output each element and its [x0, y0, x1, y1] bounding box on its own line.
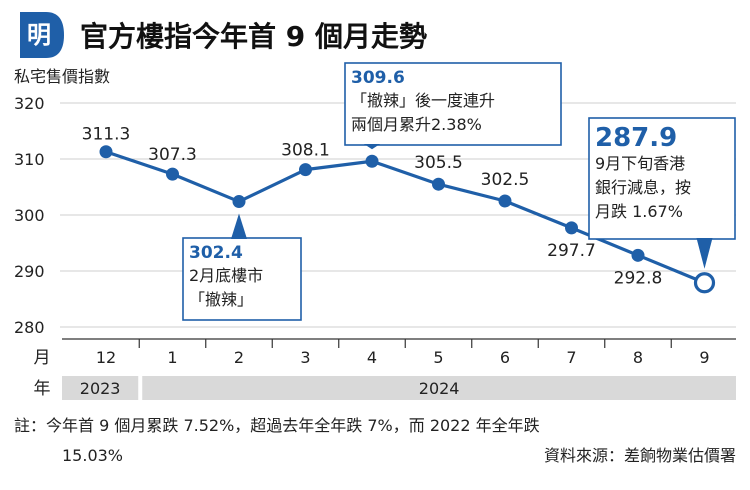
callout-text: 9月下旬香港: [595, 154, 685, 173]
data-label: 297.7: [547, 241, 596, 261]
data-point: [166, 167, 179, 181]
callout-value: 287.9: [595, 123, 677, 153]
header: 明 官方樓指今年首 9 個月走勢: [20, 12, 427, 58]
y-tick-label: 280: [14, 318, 45, 337]
x-tick-label: 7: [566, 348, 576, 367]
callout-value: 302.4: [189, 243, 243, 263]
year-label-2023: 2023: [80, 379, 121, 398]
callout-text: 「撤辣」: [189, 290, 253, 309]
callout-text: 兩個月累升2.38%: [351, 115, 482, 134]
x-tick-label: 3: [300, 348, 310, 367]
data-point: [565, 221, 578, 235]
footnote-line-1: 註：今年首 9 個月累跌 7.52%，超過去年全年跌 7%，而 2022 年全年…: [14, 416, 540, 435]
callout-box: [344, 62, 562, 146]
x-tick-label: 12: [96, 348, 116, 367]
callout-2: 302.4 2月底樓市「撤辣」: [182, 213, 302, 321]
year-band-2023: [62, 376, 139, 400]
data-point: [299, 163, 312, 177]
y-tick-label: 320: [14, 94, 45, 113]
year-row-title: 年: [34, 379, 51, 399]
footer: 註：今年首 9 個月累跌 7.52%，超過去年全年跌 7%，而 2022 年全年…: [14, 416, 736, 465]
callout-pointer: [231, 213, 247, 239]
data-label: 307.3: [148, 145, 197, 165]
data-label: 292.8: [614, 268, 663, 288]
callout-value: 309.6: [351, 68, 405, 88]
year-label-2024: 2024: [419, 379, 460, 398]
callout-box: [588, 117, 736, 240]
callout-pointer: [364, 144, 380, 150]
data-point: [432, 177, 445, 191]
x-tick-label: 8: [633, 348, 643, 367]
chart-title: 官方樓指今年首 9 個月走勢: [80, 20, 427, 53]
data-point: [631, 248, 645, 262]
callout-text: 「撤辣」後一度連升: [351, 91, 495, 110]
data-point: [498, 194, 512, 208]
x-tick-label: 5: [433, 348, 443, 367]
data-point: [365, 154, 379, 168]
x-tick-label: 4: [367, 348, 377, 367]
x-tick-label: 9: [699, 348, 709, 367]
callout-text: 月跌 1.67%: [595, 202, 683, 221]
x-axis-title: 月: [34, 348, 51, 368]
y-tick-label: 290: [14, 262, 45, 281]
callout-pointer: [696, 238, 713, 269]
footnote-line-2: 15.03%: [62, 446, 123, 465]
callout-text: 2月底樓市: [189, 266, 263, 285]
logo-badge: [20, 12, 64, 58]
callout-text: 銀行減息，按: [595, 178, 691, 197]
y-axis-title: 私宅售價指數: [14, 67, 110, 86]
data-point: [232, 195, 246, 209]
data-label: 302.5: [481, 170, 530, 190]
series-line: [105, 150, 706, 285]
data-point: [99, 145, 113, 159]
data-label: 305.5: [414, 153, 463, 173]
x-tick-label: 6: [500, 348, 510, 367]
logo-text: 明: [27, 21, 51, 49]
data-point-final: [693, 272, 716, 294]
year-band-2024: [142, 376, 736, 400]
data-label: 311.3: [82, 125, 131, 145]
y-tick-label: 300: [14, 206, 45, 225]
source-text: 資料來源：差餉物業估價署: [544, 446, 736, 465]
y-tick-label: 310: [14, 150, 45, 169]
x-tick-label: 2: [234, 348, 244, 367]
x-tick-label: 1: [167, 348, 177, 367]
data-label: 308.1: [281, 141, 330, 161]
callout-box: [182, 237, 302, 321]
